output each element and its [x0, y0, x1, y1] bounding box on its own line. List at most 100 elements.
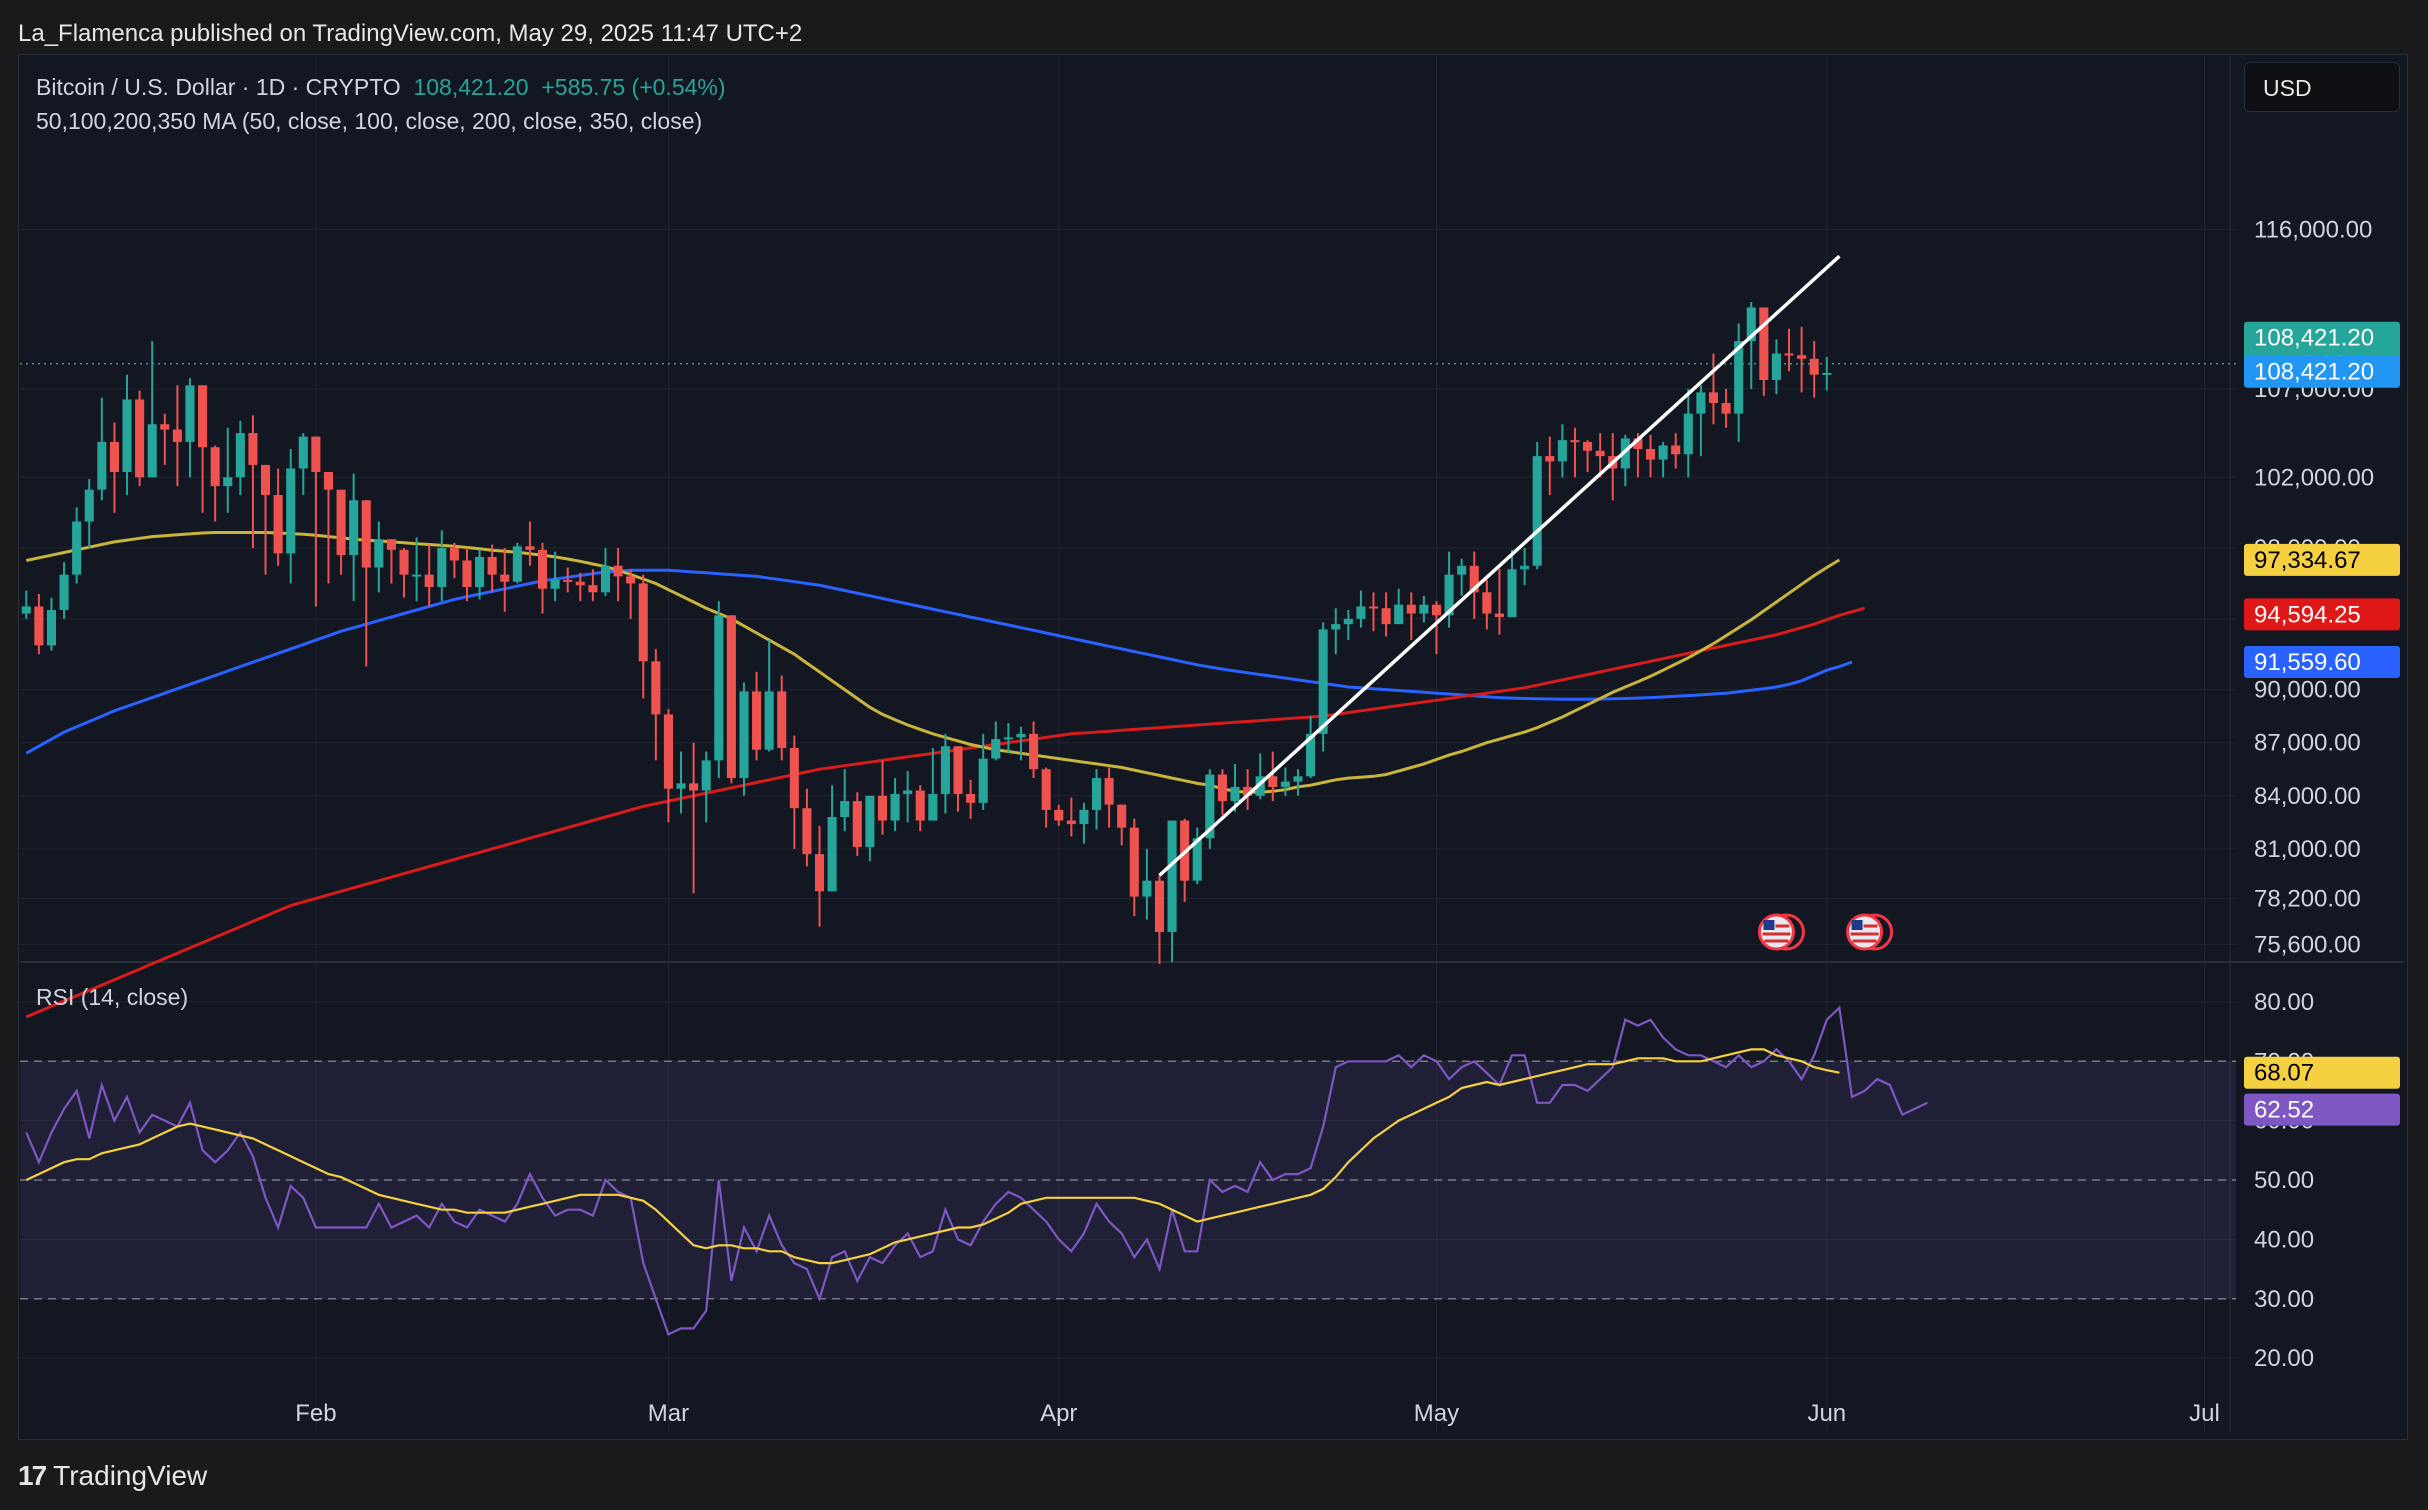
candle [1293, 769, 1303, 796]
candle [424, 544, 434, 607]
candlesticks[interactable] [21, 302, 1832, 964]
candle-body [84, 489, 94, 522]
tradingview-logo[interactable]: 17 TradingView [18, 1460, 207, 1492]
ma-legend[interactable]: 50,100,200,350 MA (50, close, 100, close… [36, 108, 702, 135]
candle-body [500, 574, 510, 582]
candle [789, 735, 799, 849]
candle [1431, 601, 1442, 655]
candle [1368, 592, 1379, 632]
candle [500, 548, 510, 612]
rsi-label: RSI (14, close) [36, 984, 189, 1010]
ma100-badge-text: 91,559.60 [2254, 649, 2361, 676]
candle-body [1192, 838, 1202, 881]
symbol-legend[interactable]: Bitcoin / U.S. Dollar · 1D · CRYPTO 108,… [36, 74, 726, 101]
candle-body [689, 783, 699, 791]
rsi-tick-label: 50.00 [2254, 1167, 2314, 1194]
rsi-tick-label: 40.00 [2254, 1226, 2314, 1253]
candle-body [336, 489, 346, 556]
candle [386, 539, 396, 584]
candle [1734, 323, 1744, 442]
candle-body [525, 546, 535, 550]
candle [1532, 441, 1542, 570]
candle-body [991, 739, 1001, 759]
candle [1180, 818, 1190, 902]
candle [21, 590, 31, 619]
candle-body [563, 579, 573, 582]
candle [550, 551, 560, 602]
candle [814, 825, 825, 927]
currency-button[interactable]: USD [2244, 62, 2400, 112]
candle [34, 594, 44, 655]
candle [512, 542, 522, 584]
candle [588, 569, 598, 602]
candle-body [1784, 353, 1794, 356]
last-price: 108,421.20 [413, 74, 529, 100]
candle-body [1595, 450, 1605, 457]
trendline-layer[interactable] [20, 254, 2236, 877]
candle-body [1306, 733, 1316, 777]
candle-body [59, 574, 69, 610]
candle [273, 468, 283, 566]
price-tick-label: 75,600.00 [2254, 931, 2361, 958]
candle-body [122, 399, 132, 472]
candle-body [575, 581, 585, 586]
candle [739, 682, 749, 796]
candle [122, 374, 132, 495]
candle-body [1016, 733, 1026, 738]
candle [1205, 769, 1215, 849]
candle-body [72, 521, 82, 575]
ma50-badge-bg [2244, 543, 2400, 576]
candle-body [1243, 786, 1253, 796]
candle-body [676, 783, 686, 789]
candle-body [827, 817, 837, 892]
rsi-ma-badge-text: 68.07 [2254, 1060, 2314, 1087]
candle-body [953, 746, 963, 794]
candle [185, 378, 195, 478]
candle [147, 341, 157, 478]
candle [1595, 433, 1605, 478]
axes: 116,000.00107,000.00102,000.0098,000.009… [295, 217, 2374, 1427]
ma50-badge-text: 97,334.67 [2254, 547, 2361, 574]
candle [1318, 622, 1328, 752]
flag-canton [1851, 920, 1863, 930]
candle [1280, 767, 1290, 796]
candle-body [1381, 608, 1391, 625]
candle [1268, 751, 1278, 802]
candle [752, 671, 762, 761]
candle-body [34, 606, 44, 646]
candle [613, 548, 623, 602]
rsi-value-badge: 62.52 [2244, 1093, 2400, 1126]
candle-body [777, 691, 787, 748]
candle-body [248, 433, 258, 465]
candle-body [487, 556, 497, 575]
candle [1671, 433, 1681, 469]
economic-event-markers[interactable] [1757, 913, 1894, 951]
candle-body [210, 447, 220, 487]
candle [890, 778, 900, 832]
candle-body [966, 794, 976, 803]
time-tick-label: May [1414, 1400, 1459, 1427]
candle-body [1507, 569, 1517, 618]
candle [1029, 721, 1039, 779]
candle [563, 567, 573, 593]
rsi-legend[interactable]: RSI (14, close) [36, 984, 188, 1011]
candle-body [1117, 804, 1127, 828]
candle [978, 733, 988, 810]
candle [109, 422, 119, 513]
candle-body [1520, 565, 1530, 570]
candle [1419, 595, 1429, 623]
rsi-ma-badge-bg [2244, 1056, 2400, 1089]
candle-body [235, 433, 245, 478]
candle-body [172, 429, 182, 442]
candle-body [512, 546, 522, 582]
candle [399, 548, 409, 598]
candle-body [1494, 613, 1504, 618]
candle [1003, 723, 1013, 754]
candle-body [890, 794, 900, 821]
price-badges: 108,421.2014:12:30108,421.2097,334.6794,… [2244, 321, 2400, 1126]
symbol-name: Bitcoin / U.S. Dollar · 1D · CRYPTO [36, 74, 401, 100]
us-flag-event-icon [1846, 913, 1894, 951]
candle [1154, 875, 1165, 964]
candle [877, 760, 888, 835]
